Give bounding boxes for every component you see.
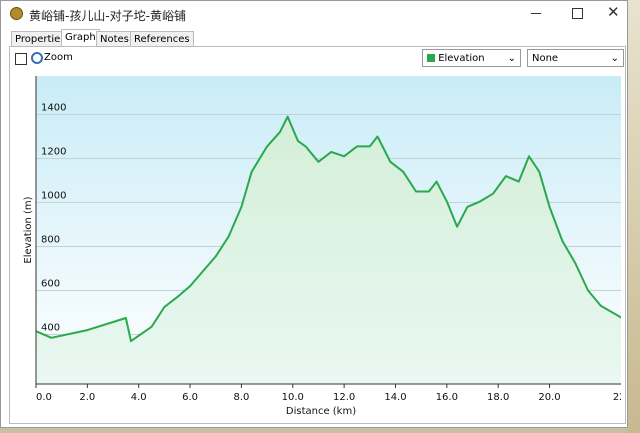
chart: Distance (km) Elevation (m) 400 600 800 100… (23, 76, 621, 417)
y-tick-label: 1400 (41, 103, 66, 114)
close-button[interactable]: ✕ (607, 3, 620, 21)
y-tick-label: 1200 (41, 147, 66, 158)
x-tick-label: 16.0 (436, 392, 458, 403)
area-fill (36, 116, 621, 384)
series-select[interactable]: Elevation ⌄ (422, 49, 521, 67)
zoom-icon (31, 52, 43, 64)
window-title: 黄峪铺-孩儿山-对子坨-黄峪铺 (29, 9, 186, 23)
x-tick-label: 0.0 (36, 392, 52, 403)
x-tick-label: 12.0 (333, 392, 355, 403)
y-axis-label: Elevation (m) (23, 196, 34, 263)
x-tick-label: 22.9 (613, 392, 621, 403)
legend-label: Elevation (438, 53, 485, 64)
x-tick-label: 10.0 (282, 392, 304, 403)
dropdown-arrow: ⌄ (610, 53, 619, 64)
y-tick-label: 1000 (41, 191, 66, 202)
x-tick-label: 20.0 (538, 392, 560, 403)
y-tick-label: 600 (41, 279, 60, 290)
x-tick-label: 2.0 (79, 392, 95, 403)
x-tick-label: 8.0 (233, 392, 249, 403)
zoom-checkbox[interactable] (15, 53, 27, 65)
legend-swatch (427, 54, 435, 62)
compare-select[interactable]: None ⌄ (527, 49, 624, 67)
x-tick-label: 18.0 (487, 392, 509, 403)
dropdown-arrow: ⌄ (507, 53, 516, 64)
maximize-button[interactable] (572, 8, 583, 19)
map-strip (628, 0, 640, 433)
zoom-label: Zoom (44, 52, 73, 63)
y-tick-label: 800 (41, 235, 60, 246)
window-icon (10, 7, 23, 20)
elevation-line (35, 115, 621, 343)
x-tick-label: 6.0 (182, 392, 198, 403)
x-tick-label: 4.0 (131, 392, 147, 403)
x-axis-label: Distance (km) (286, 406, 356, 417)
x-tick-label: 14.0 (384, 392, 406, 403)
y-tick-label: 400 (41, 323, 60, 334)
minimize-button[interactable] (531, 13, 541, 14)
window: 黄峪铺-孩儿山-对子坨-黄峪铺 ✕ Properties Graph Notes… (0, 0, 628, 428)
compare-label: None (532, 53, 559, 64)
